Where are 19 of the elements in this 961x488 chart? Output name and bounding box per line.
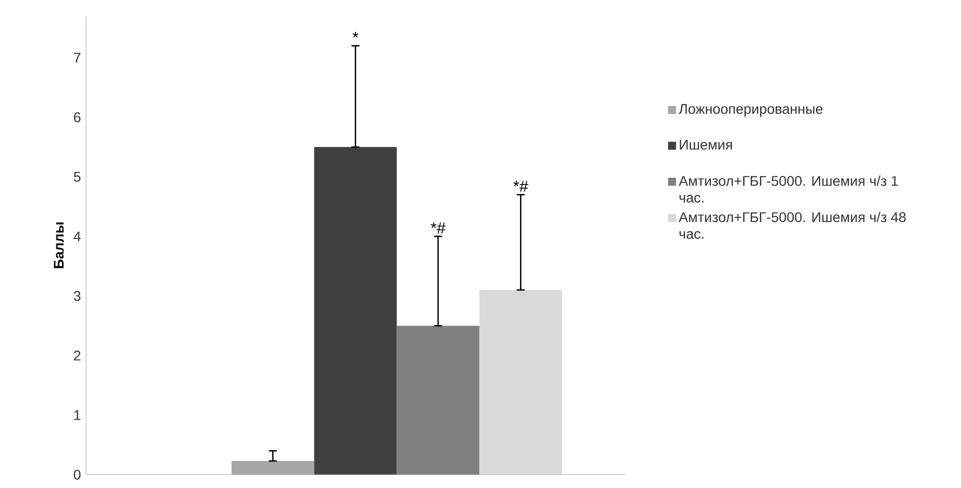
bar xyxy=(314,147,397,475)
y-tick-label: 6 xyxy=(74,112,80,122)
y-tick-label: 3 xyxy=(74,291,80,301)
y-tick-label: 5 xyxy=(74,172,80,182)
legend-label: Амтизол+ГБГ-5000. Ишемия ч/з 48 час. xyxy=(678,212,906,239)
annotation: *# xyxy=(430,222,446,234)
annotation: *# xyxy=(513,180,528,192)
y-axis-title: Баллы xyxy=(54,222,64,268)
bar xyxy=(396,326,480,475)
y-tick-label: 0 xyxy=(74,470,81,480)
legend-label: Амтизол+ГБГ-5000. Ишемия ч/з 1 час. xyxy=(678,176,898,203)
y-tick-label: 2 xyxy=(74,350,80,360)
legend-label: Ложнооперированные xyxy=(678,104,822,117)
annotation: * xyxy=(352,32,358,38)
legend-label: Ишемия xyxy=(680,140,732,150)
bar xyxy=(479,290,562,475)
y-tick-label: 4 xyxy=(74,232,81,242)
y-tick-label: 1 xyxy=(74,410,80,420)
y-tick-label: 7 xyxy=(74,52,80,63)
